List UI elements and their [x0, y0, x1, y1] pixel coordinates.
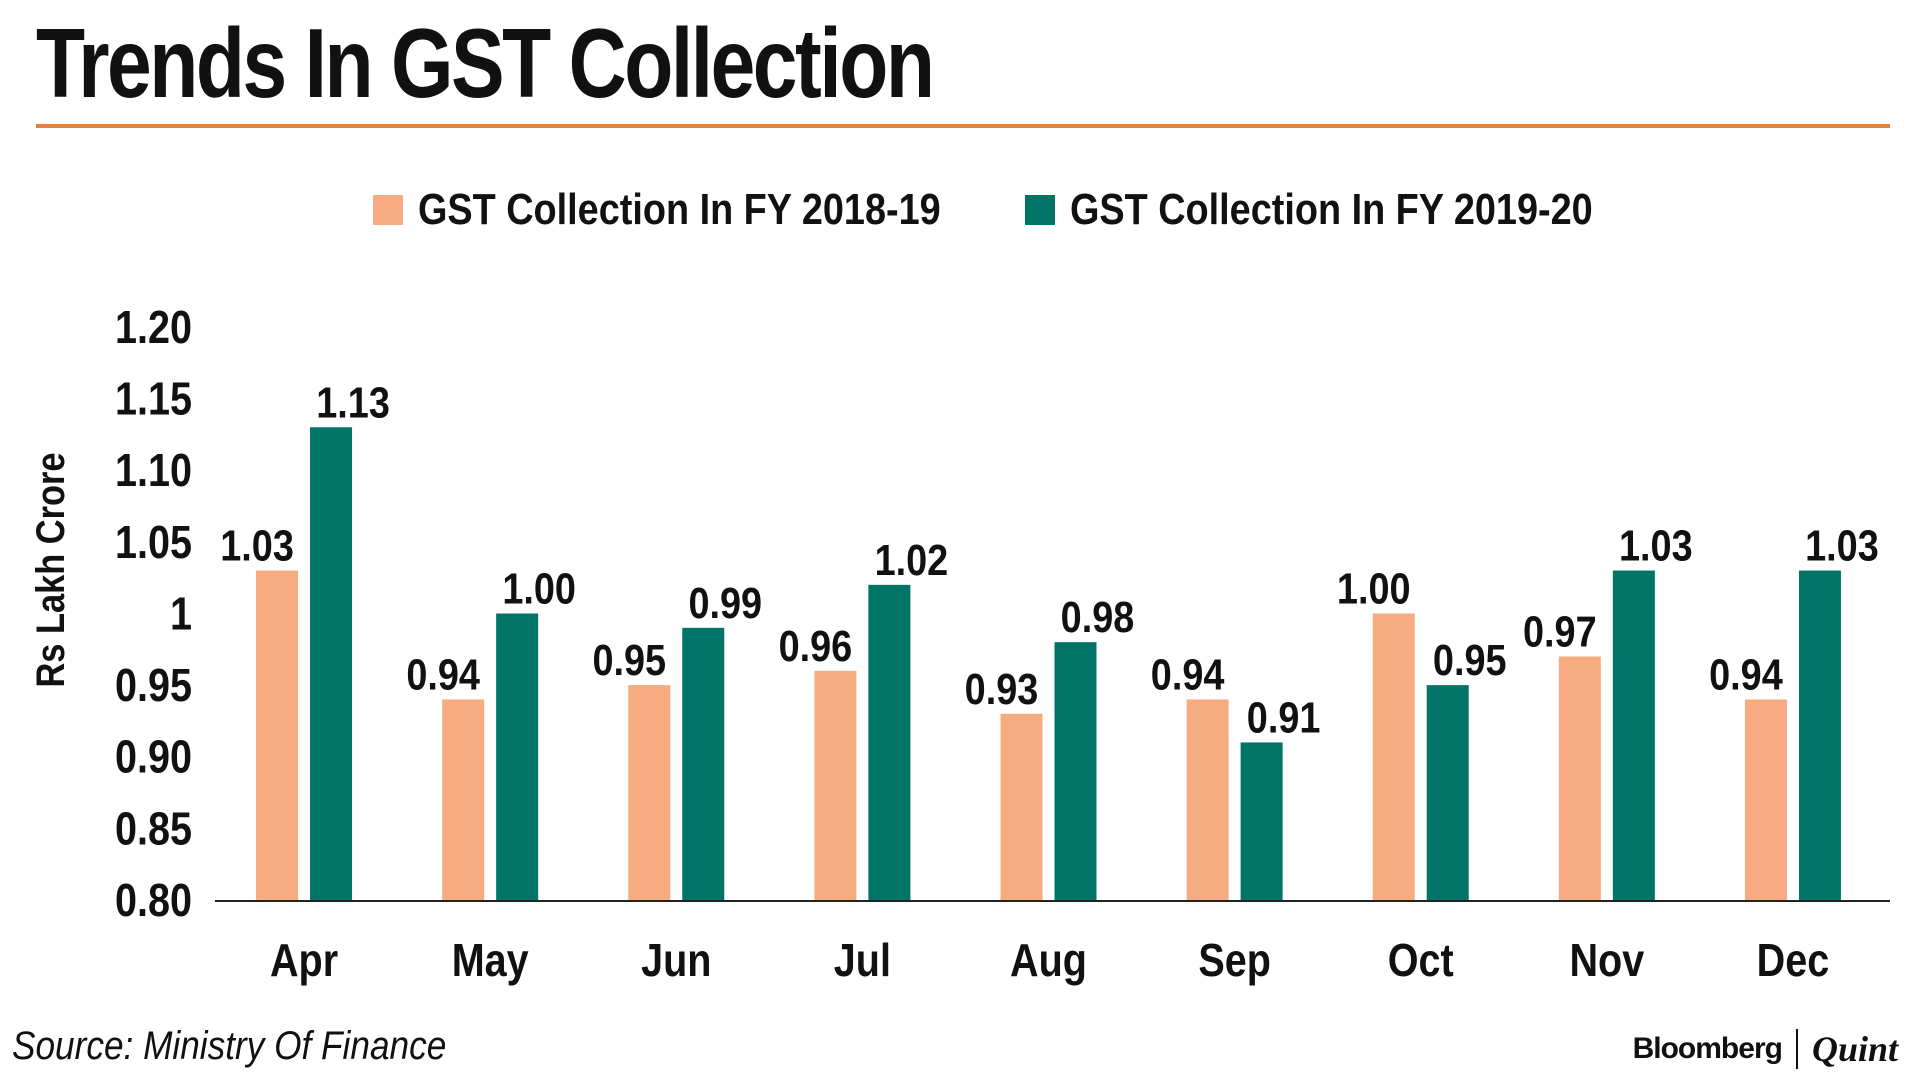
bar-2018-19-apr	[256, 570, 299, 900]
data-label-2018-19-jul: 0.96	[779, 621, 853, 670]
x-tick-label-aug: Aug	[1010, 935, 1087, 986]
bar-2019-20-dec	[1798, 570, 1841, 900]
bar-2018-19-nov	[1558, 656, 1601, 900]
data-label-2018-19-may: 0.94	[406, 650, 480, 699]
y-axis-title: Rs Lakh Crore	[28, 452, 73, 687]
x-tick-label-jun: Jun	[641, 935, 711, 986]
bar-2018-19-may	[442, 699, 485, 900]
title-underline	[36, 124, 1890, 128]
data-label-2019-20-dec: 1.03	[1805, 521, 1879, 570]
data-label-2018-19-jun: 0.95	[592, 635, 666, 684]
bar-2019-20-oct	[1426, 685, 1469, 900]
y-tick-label: 0.95	[115, 660, 192, 711]
bar-2018-19-oct	[1372, 613, 1415, 900]
bar-2019-20-sep	[1240, 742, 1283, 900]
bar-2018-19-jul	[814, 670, 857, 900]
x-tick-label-apr: Apr	[270, 935, 338, 986]
y-tick-label: 1.20	[115, 302, 192, 353]
data-label-2019-20-may: 1.00	[502, 564, 576, 613]
x-tick-label-oct: Oct	[1388, 935, 1454, 986]
y-tick-label: 1	[170, 589, 192, 640]
data-label-2018-19-sep: 0.94	[1151, 650, 1225, 699]
data-label-2019-20-jun: 0.99	[688, 578, 762, 627]
bar-2019-20-apr	[310, 427, 353, 900]
x-tick-label-dec: Dec	[1757, 935, 1830, 986]
y-tick-label: 0.85	[115, 804, 192, 855]
bar-2018-19-aug	[1000, 713, 1043, 900]
bar-2019-20-may	[496, 613, 539, 900]
y-tick-label: 1.15	[115, 374, 192, 425]
brand-bloomberg-text: Bloomberg	[1632, 1032, 1783, 1065]
x-tick-label-nov: Nov	[1569, 935, 1644, 986]
data-label-2019-20-sep: 0.91	[1247, 693, 1321, 742]
chart-title: Trends In GST Collection	[36, 8, 935, 118]
legend-label-2: GST Collection In FY 2019-20	[1070, 184, 1593, 233]
x-tick-label-may: May	[452, 935, 529, 986]
legend-swatch-2	[1025, 195, 1055, 225]
data-label-2019-20-aug: 0.98	[1061, 592, 1135, 641]
data-label-2019-20-jul: 1.02	[875, 535, 949, 584]
legend-label-1: GST Collection In FY 2018-19	[418, 184, 941, 233]
source-note: Source: Ministry Of Finance	[12, 1024, 447, 1068]
y-tick-label: 1.10	[115, 446, 192, 497]
data-label-2018-19-aug: 0.93	[965, 664, 1039, 713]
bar-2019-20-jun	[682, 627, 725, 900]
legend-swatch-1	[373, 195, 403, 225]
y-tick-label: 0.90	[115, 732, 192, 783]
data-label-2019-20-apr: 1.13	[316, 378, 390, 427]
bar-2018-19-jun	[628, 685, 671, 900]
brand-divider	[1795, 1029, 1798, 1069]
data-label-2018-19-dec: 0.94	[1709, 650, 1783, 699]
data-label-2018-19-oct: 1.00	[1337, 564, 1411, 613]
data-label-2018-19-apr: 1.03	[220, 521, 294, 570]
data-label-2019-20-oct: 0.95	[1433, 635, 1507, 684]
data-label-2019-20-nov: 1.03	[1619, 521, 1693, 570]
brand-quint-text: Quint	[1811, 1029, 1898, 1069]
x-tick-label-sep: Sep	[1198, 935, 1271, 986]
y-tick-label: 0.80	[115, 875, 192, 926]
bar-2018-19-dec	[1744, 699, 1787, 900]
brand-logo: Bloomberg Quint	[1633, 1028, 1898, 1070]
bar-2019-20-nov	[1612, 570, 1655, 900]
y-tick-label: 1.05	[115, 517, 192, 568]
bar-2019-20-aug	[1054, 642, 1097, 900]
bar-2019-20-jul	[868, 584, 911, 900]
x-tick-label-jul: Jul	[834, 935, 891, 986]
bar-2018-19-sep	[1186, 699, 1229, 900]
data-label-2018-19-nov: 0.97	[1523, 607, 1597, 656]
